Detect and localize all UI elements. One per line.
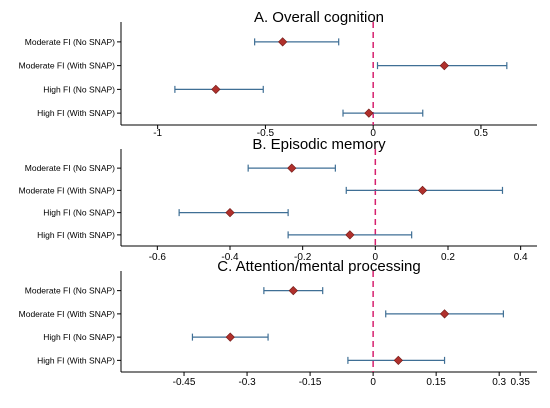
estimate-marker — [393, 355, 403, 365]
estimate-marker — [439, 61, 449, 71]
category-label: High FI (No SNAP) — [43, 208, 115, 218]
category-label: High FI (No SNAP) — [43, 84, 115, 94]
panel-1: A. Overall cognition Moderate FI (No SNAP… — [19, 9, 537, 139]
estimate-marker — [211, 84, 221, 94]
panel-title: C. Attention/mental processing — [217, 258, 420, 275]
estimate-marker — [364, 108, 374, 118]
x-tick-label: 0 — [373, 252, 379, 263]
category-label: High FI (With SNAP) — [37, 230, 115, 240]
category-label: High FI (With SNAP) — [37, 355, 115, 365]
x-tick-label: -0.2 — [294, 252, 312, 263]
estimate-marker — [345, 230, 355, 240]
category-label: Moderate FI (No SNAP) — [25, 163, 115, 173]
x-tick-label: -0.3 — [238, 377, 256, 388]
x-tick-label: 0.5 — [474, 128, 488, 139]
x-tick-label: 0 — [370, 377, 376, 388]
panel-2: B. Episodic memory Moderate FI (No SNAP) M… — [19, 136, 537, 263]
x-tick-label: -0.6 — [149, 252, 167, 263]
estimate-marker — [278, 37, 288, 47]
estimate-marker — [288, 286, 298, 296]
estimate-marker — [225, 332, 235, 342]
category-label: Moderate FI (No SNAP) — [25, 37, 115, 47]
x-tick-label: 0.4 — [514, 252, 528, 263]
category-label: Moderate FI (No SNAP) — [25, 286, 115, 296]
estimate-marker — [439, 309, 450, 319]
x-tick-label: -0.4 — [221, 252, 239, 263]
x-tick-label: -0.15 — [299, 377, 322, 388]
category-label: Moderate FI (With SNAP) — [19, 61, 116, 71]
estimate-marker — [225, 208, 235, 218]
x-tick-label: -1 — [153, 128, 162, 139]
x-tick-label: 0.15 — [426, 377, 446, 388]
x-tick-label: -0.5 — [257, 128, 275, 139]
estimate-marker — [417, 185, 428, 195]
x-tick-label: 0.3 — [492, 377, 506, 388]
category-label: High FI (With SNAP) — [37, 108, 115, 118]
x-tick-label: -0.45 — [173, 377, 196, 388]
category-label: Moderate FI (With SNAP) — [19, 309, 116, 319]
category-label: Moderate FI (With SNAP) — [19, 185, 116, 195]
x-tick-label: 0.2 — [441, 252, 455, 263]
x-tick-label: 0.35 — [510, 377, 530, 388]
panel-title: B. Episodic memory — [252, 136, 386, 153]
x-tick-label: 0 — [370, 128, 376, 139]
panel-title: A. Overall cognition — [254, 9, 384, 26]
panel-3: C. Attention/mental processing Moderate F… — [19, 258, 537, 388]
category-label: High FI (No SNAP) — [43, 332, 115, 342]
estimate-marker — [287, 163, 297, 173]
